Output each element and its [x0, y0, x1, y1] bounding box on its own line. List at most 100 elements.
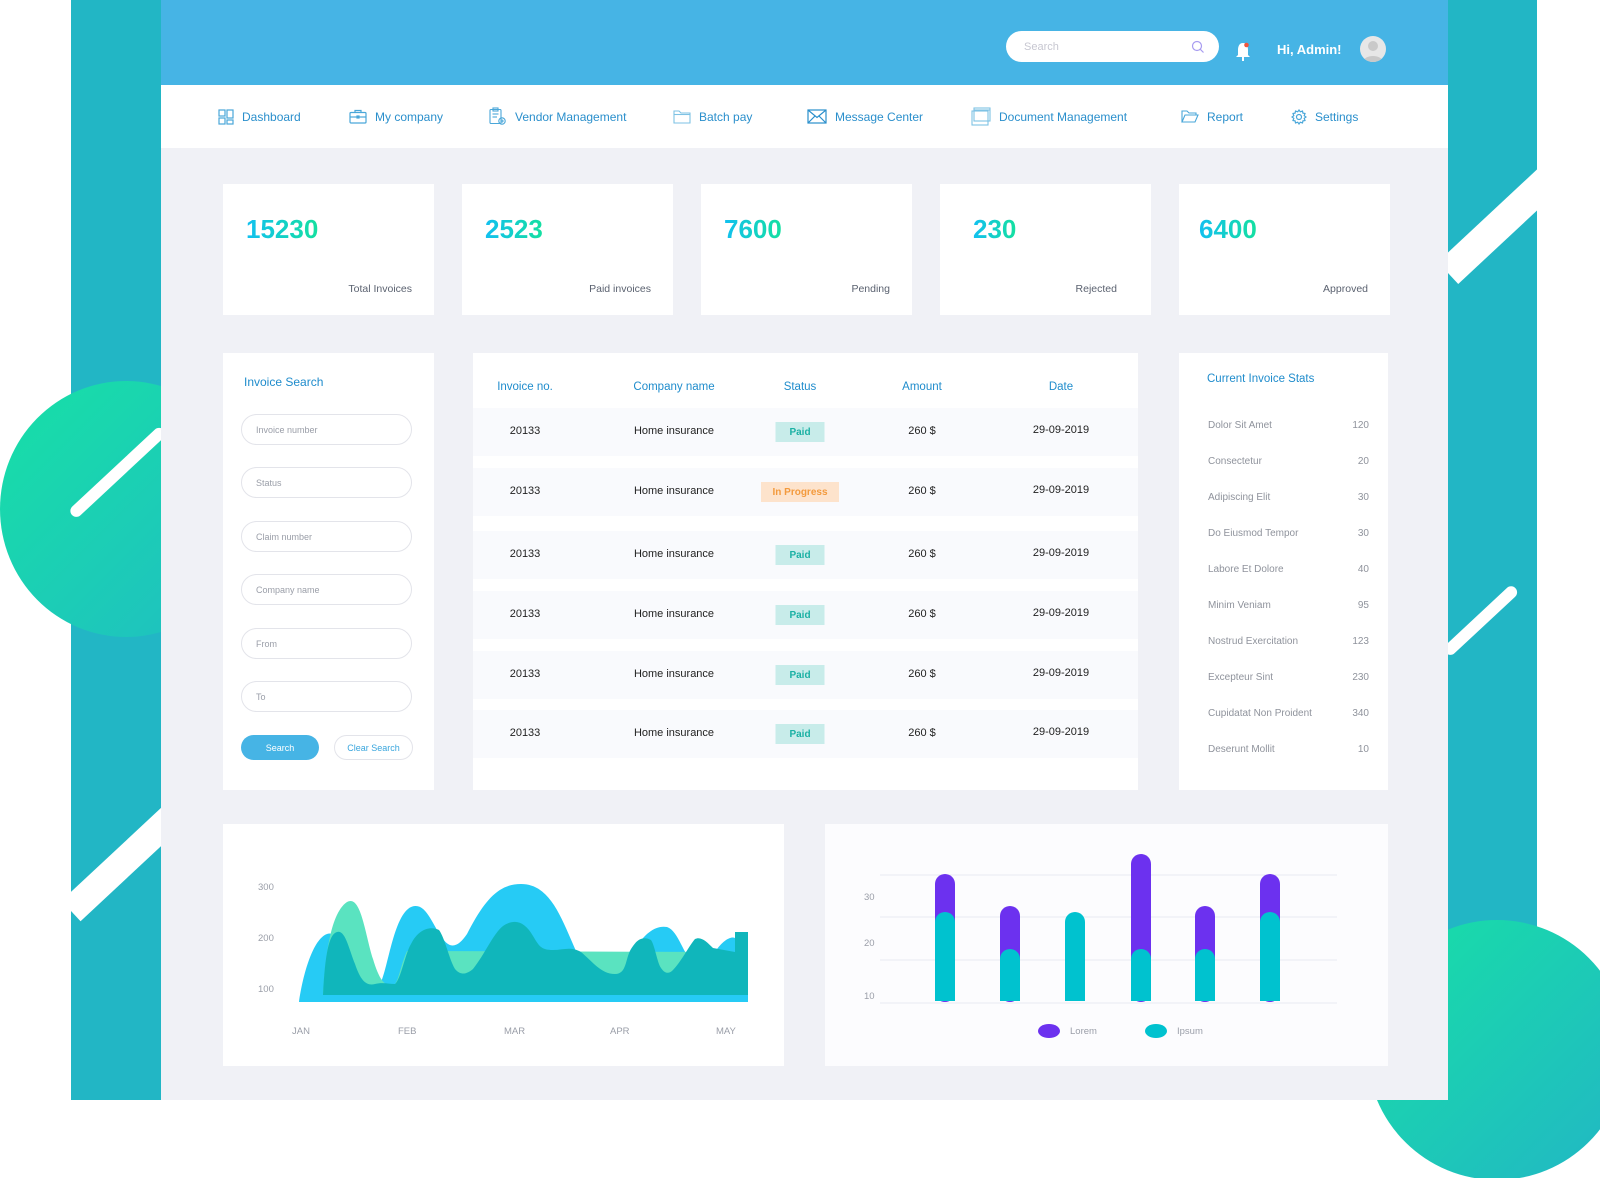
- nav-item-my-company[interactable]: My company: [349, 85, 443, 148]
- status-badge: Paid: [775, 724, 825, 744]
- table-row[interactable]: 20133 Home insurance In Progress 260 $ 2…: [473, 468, 1138, 516]
- column-header-date[interactable]: Date: [1048, 381, 1074, 393]
- legend-item-ipsum[interactable]: Ipsum: [1145, 1024, 1203, 1038]
- stat-value: 230: [973, 214, 1017, 244]
- nav-label: Report: [1207, 109, 1244, 124]
- stat-item-label: Nostrud Exercitation: [1208, 636, 1299, 647]
- stat-list-item: Consectetur 20: [1208, 456, 1369, 472]
- y-tick: 20: [864, 938, 875, 949]
- nav-label: Dashboard: [242, 109, 301, 124]
- nav-label: Message Center: [835, 109, 924, 124]
- stat-list-item: Do Eiusmod Tempor 30: [1208, 528, 1369, 544]
- panel-title: Invoice Search: [244, 375, 324, 389]
- stat-card-pending: 7600 Pending: [701, 184, 912, 315]
- status-badge: Paid: [775, 422, 825, 442]
- x-tick: FEB: [398, 1026, 417, 1037]
- to-date-input[interactable]: [256, 691, 397, 702]
- y-tick: 200: [258, 933, 274, 944]
- status-badge: In Progress: [761, 482, 839, 502]
- bar-chart: 30 20 10: [825, 824, 1388, 1066]
- area-chart: 300 200 100 JAN FEB MAR APR MAY: [223, 824, 784, 1066]
- bell-icon[interactable]: [1234, 40, 1252, 62]
- stat-label: Approved: [1323, 283, 1368, 295]
- main-nav: Dashboard My company Vendor Management B…: [161, 85, 1448, 148]
- nav-item-batch-pay[interactable]: Batch pay: [673, 85, 752, 148]
- nav-item-message-center[interactable]: Message Center: [807, 85, 923, 148]
- status-field[interactable]: [241, 467, 412, 498]
- nav-item-settings[interactable]: Settings: [1291, 85, 1358, 148]
- stat-item-value: 120: [1352, 420, 1369, 431]
- from-date-field[interactable]: [241, 628, 412, 659]
- nav-item-vendor-management[interactable]: Vendor Management: [489, 85, 626, 148]
- stat-card-total-invoices: 15230 Total Invoices: [223, 184, 434, 315]
- claim-number-input[interactable]: [256, 531, 397, 542]
- legend-label: Ipsum: [1177, 1025, 1203, 1037]
- briefcase-icon: [349, 109, 367, 124]
- clear-search-button[interactable]: Clear Search: [334, 735, 413, 760]
- nav-label: Vendor Management: [515, 109, 627, 124]
- status-badge: Paid: [775, 605, 825, 625]
- column-header-company[interactable]: Company name: [633, 381, 715, 393]
- status-badge: Paid: [775, 665, 825, 685]
- search-input[interactable]: [1024, 40, 1191, 53]
- invoice-number-field[interactable]: [241, 414, 412, 445]
- search-box[interactable]: [1006, 31, 1219, 62]
- column-header-invoice-no[interactable]: Invoice no.: [497, 381, 553, 393]
- dashboard-window: Hi, Admin! Dashboard My company Vend: [161, 0, 1448, 1100]
- invoice-number-input[interactable]: [256, 424, 397, 435]
- table-row[interactable]: 20133 Home insurance Paid 260 $ 29-09-20…: [473, 531, 1138, 579]
- invoice-number: 20133: [509, 485, 541, 497]
- stat-item-label: Minim Veniam: [1208, 600, 1271, 611]
- stat-label: Rejected: [1075, 283, 1117, 295]
- table-row[interactable]: 20133 Home insurance Paid 260 $ 29-09-20…: [473, 591, 1138, 639]
- legend-item-lorem[interactable]: Lorem: [1038, 1024, 1097, 1038]
- status-badge: Paid: [775, 545, 825, 565]
- invoice-number: 20133: [509, 668, 541, 680]
- nav-item-dashboard[interactable]: Dashboard: [218, 85, 301, 148]
- gear-icon: [1291, 108, 1307, 125]
- date: 29-09-2019: [1032, 667, 1090, 679]
- stat-item-label: Dolor Sit Amet: [1208, 420, 1272, 431]
- column-header-amount[interactable]: Amount: [902, 381, 942, 393]
- x-tick: JAN: [292, 1026, 310, 1037]
- stat-card-rejected: 230 Rejected: [940, 184, 1151, 315]
- stat-card-paid-invoices: 2523 Paid invoices: [462, 184, 673, 315]
- date: 29-09-2019: [1032, 484, 1090, 496]
- stat-value: 7600: [724, 214, 782, 244]
- folder-icon: [673, 110, 691, 124]
- clipboard-gear-icon: [489, 107, 506, 125]
- stat-label: Total Invoices: [348, 283, 412, 295]
- company-name-field[interactable]: [241, 574, 412, 605]
- x-tick: MAR: [504, 1026, 526, 1037]
- stat-item-value: 40: [1357, 564, 1369, 575]
- search-icon[interactable]: [1191, 40, 1205, 54]
- document-window-icon: [971, 107, 991, 126]
- search-button[interactable]: Search: [241, 735, 319, 760]
- panel-title: Current Invoice Stats: [1207, 373, 1315, 385]
- from-date-input[interactable]: [256, 638, 397, 649]
- table-row[interactable]: 20133 Home insurance Paid 260 $ 29-09-20…: [473, 651, 1138, 699]
- stat-item-value: 123: [1352, 636, 1369, 647]
- claim-number-field[interactable]: [241, 521, 412, 552]
- stat-value: 15230: [246, 214, 319, 244]
- to-date-field[interactable]: [241, 681, 412, 712]
- stat-label: Paid invoices: [589, 283, 651, 295]
- amount: 260 $: [908, 425, 936, 437]
- legend-swatch-icon: [1038, 1024, 1060, 1038]
- stat-item-value: 30: [1357, 492, 1369, 503]
- company-name: Home insurance: [633, 425, 715, 437]
- current-invoice-stats-panel: Current Invoice Stats Dolor Sit Amet 120 …: [1179, 353, 1388, 790]
- nav-item-report[interactable]: Report: [1181, 85, 1243, 148]
- column-header-status[interactable]: Status: [783, 381, 817, 393]
- user-greeting: Hi, Admin!: [1277, 42, 1342, 57]
- avatar[interactable]: [1360, 36, 1386, 62]
- status-input[interactable]: [256, 477, 397, 488]
- nav-item-document-management[interactable]: Document Management: [971, 85, 1127, 148]
- table-row[interactable]: 20133 Home insurance Paid 260 $ 29-09-20…: [473, 408, 1138, 456]
- table-row[interactable]: 20133 Home insurance Paid 260 $ 29-09-20…: [473, 710, 1138, 758]
- date: 29-09-2019: [1032, 547, 1090, 559]
- company-name-input[interactable]: [256, 584, 397, 595]
- company-name: Home insurance: [633, 548, 715, 560]
- stat-list-item: Adipiscing Elit 30: [1208, 492, 1369, 508]
- stat-list-item: Nostrud Exercitation 123: [1208, 636, 1369, 652]
